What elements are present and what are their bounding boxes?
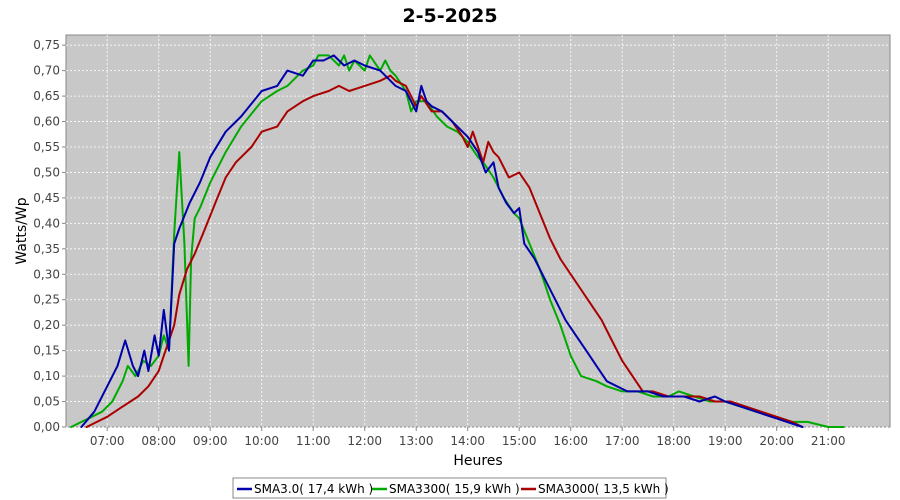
y-tick-label: 0,20 (33, 318, 60, 332)
plot-area (65, 34, 891, 428)
x-tick-label: 19:00 (708, 434, 743, 448)
y-tick-label: 0,05 (33, 395, 60, 409)
x-tick-label: 18:00 (656, 434, 691, 448)
x-tick-label: 09:00 (193, 434, 228, 448)
y-tick-label: 0,10 (33, 369, 60, 383)
legend-box (232, 477, 667, 499)
x-tick-label: 21:00 (811, 434, 846, 448)
y-tick-label: 0,35 (33, 242, 60, 256)
series-lines (70, 54, 845, 428)
legend-label-sma3000: SMA3000( 13,5 kWh ) (538, 482, 669, 496)
y-tick-label: 0,60 (33, 115, 60, 129)
x-tick-label: 14:00 (450, 434, 485, 448)
legend: SMA3.0( 17,4 kWh ) SMA3300( 15,9 kWh ) S… (232, 477, 669, 499)
grid (66, 35, 890, 428)
x-tick-label: 20:00 (759, 434, 794, 448)
y-tick-label: 0,55 (33, 140, 60, 154)
y-tick-label: 0,15 (33, 344, 60, 358)
chart-title: 2-5-2025 (402, 5, 497, 27)
legend-label-sma3-0: SMA3.0( 17,4 kWh ) (254, 482, 373, 496)
x-tick-label: 13:00 (399, 434, 434, 448)
y-axis-label: Watts/Wp (14, 197, 30, 264)
legend-label-sma3300: SMA3300( 15,9 kWh ) (389, 482, 520, 496)
x-tick-label: 15:00 (502, 434, 537, 448)
series-line-sma3-0 (80, 54, 804, 428)
y-tick-label: 0,00 (33, 420, 60, 434)
x-tick-label: 08:00 (141, 434, 176, 448)
x-tick-label: 12:00 (347, 434, 382, 448)
x-tick-label: 17:00 (605, 434, 640, 448)
x-tick-label: 07:00 (90, 434, 125, 448)
x-tick-label: 16:00 (553, 434, 588, 448)
y-tick-label: 0,45 (33, 191, 60, 205)
x-tick-label: 11:00 (296, 434, 331, 448)
x-axis: 07:00 08:00 09:00 10:00 11:00 12:00 13:00 14:00… (90, 427, 846, 448)
y-tick-label: 0,70 (33, 64, 60, 78)
y-tick-label: 0,75 (33, 38, 60, 52)
x-tick-label: 10:00 (244, 434, 279, 448)
x-axis-label: Heures (453, 453, 502, 469)
y-tick-label: 0,65 (33, 89, 60, 103)
y-tick-label: 0,25 (33, 293, 60, 307)
y-tick-label: 0,30 (33, 267, 60, 281)
y-axis: 0,00 0,05 0,10 0,15 0,20 0,25 0,30 0,35 0,40 0,45… (33, 38, 66, 434)
y-tick-label: 0,50 (33, 165, 60, 179)
y-tick-label: 0,40 (33, 216, 60, 230)
